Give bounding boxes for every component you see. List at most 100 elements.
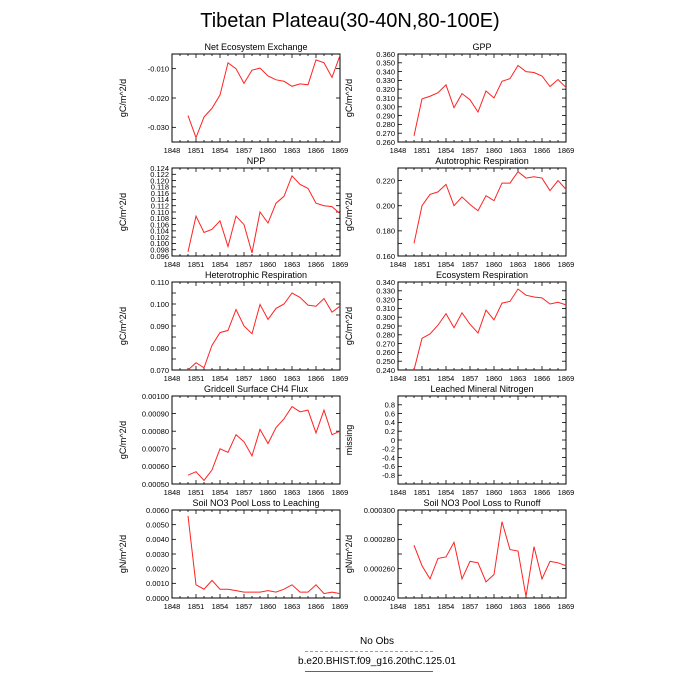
- plot-frame: [397, 509, 567, 599]
- x-tick-label: 1863: [284, 602, 301, 611]
- x-tick-label: 1851: [188, 488, 205, 497]
- x-tick-label: 1869: [558, 374, 575, 383]
- x-tick-label: 1854: [212, 146, 229, 155]
- x-tick-label: 1860: [486, 260, 503, 269]
- series-line: [187, 405, 341, 482]
- x-tick-label: 1866: [308, 602, 325, 611]
- x-tick-label: 1863: [284, 374, 301, 383]
- y-tick-label: 0.300: [376, 313, 395, 322]
- legend-entry-no-obs: No Obs: [0, 636, 700, 656]
- x-tick-label: 1848: [164, 488, 181, 497]
- y-tick-label: 0.0040: [146, 535, 169, 544]
- y-tick-label: 0.260: [376, 138, 395, 147]
- x-tick-label: 1860: [260, 602, 277, 611]
- y-tick-label: 0.290: [376, 322, 395, 331]
- x-tick-label: 1854: [212, 260, 229, 269]
- x-tick-label: 1848: [390, 146, 407, 155]
- x-tick-label: 1866: [308, 488, 325, 497]
- legend-line-solid: [305, 671, 433, 672]
- x-tick-label: 1854: [212, 488, 229, 497]
- y-tick-label: -0.6: [382, 462, 395, 471]
- x-tick-label: 1869: [558, 146, 575, 155]
- x-tick-label: 1851: [188, 374, 205, 383]
- plot-frame: [171, 509, 341, 599]
- x-tick-label: 1848: [164, 260, 181, 269]
- y-tick-label: 0.070: [150, 366, 169, 375]
- chart-panel: Heterotrophic Respiration gC/m^2/d 1848 185…: [118, 270, 348, 383]
- x-tick-label: 1869: [332, 374, 349, 383]
- plot-frame: [171, 281, 341, 371]
- x-tick-label: 1854: [438, 146, 455, 155]
- y-tick-label: 0.110: [151, 278, 169, 287]
- y-tick-label: 0.000260: [364, 564, 395, 573]
- y-tick-label: 0.270: [376, 129, 395, 138]
- y-tick-label: -0.010: [148, 64, 169, 73]
- x-tick-label: 1848: [164, 602, 181, 611]
- y-tick-label: 0.330: [376, 76, 395, 85]
- x-tick-label: 1869: [332, 602, 349, 611]
- y-tick-label: 0.100: [150, 239, 169, 248]
- x-tick-label: 1857: [236, 260, 253, 269]
- x-tick-label: 1854: [438, 260, 455, 269]
- x-tick-label: 1866: [308, 260, 325, 269]
- y-tick-label: 0.340: [376, 67, 395, 76]
- y-tick-label: 0.4: [385, 418, 395, 427]
- x-tick-label: 1848: [164, 374, 181, 383]
- x-tick-label: 1854: [438, 488, 455, 497]
- y-tick-label: 0.0010: [146, 579, 169, 588]
- y-axis-label: gN/m^2/d: [118, 535, 128, 573]
- y-tick-label: 0.000280: [364, 535, 395, 544]
- x-tick-label: 1860: [486, 146, 503, 155]
- x-tick-label: 1866: [534, 374, 551, 383]
- x-tick-label: 1851: [414, 146, 431, 155]
- x-tick-label: 1863: [510, 488, 527, 497]
- y-tick-label: 0.270: [376, 339, 395, 348]
- y-tick-label: 0.00060: [142, 462, 169, 471]
- x-tick-label: 1857: [462, 374, 479, 383]
- chart-panel: NPP gC/m^2/d 1848 1851 1854 1857 1860 1863 1866 1…: [118, 156, 348, 269]
- x-tick-label: 1866: [308, 374, 325, 383]
- y-tick-label: 0.2: [385, 427, 395, 436]
- panel-title: Leached Mineral Nitrogen: [430, 384, 533, 394]
- x-tick-label: 1863: [510, 146, 527, 155]
- plot-frame: [397, 53, 567, 143]
- y-tick-label: 0.320: [376, 295, 395, 304]
- legend-entry-model: b.e20.BHIST.f09_g16.20thC.125.01: [0, 656, 700, 676]
- y-tick-label: -0.2: [382, 445, 395, 454]
- series-line: [413, 288, 567, 371]
- legend-label: b.e20.BHIST.f09_g16.20thC.125.01: [298, 656, 456, 667]
- x-tick-label: 1854: [212, 374, 229, 383]
- y-tick-label: 0.110: [151, 208, 169, 217]
- x-tick-label: 1866: [308, 146, 325, 155]
- y-tick-label: 0.108: [150, 214, 169, 223]
- x-tick-label: 1866: [534, 488, 551, 497]
- series-line: [187, 515, 341, 595]
- y-tick-label: 0.180: [376, 227, 395, 236]
- y-axis-label: gC/m^2/d: [118, 421, 128, 459]
- x-tick-label: 1857: [236, 602, 253, 611]
- x-tick-label: 1869: [332, 260, 349, 269]
- plot-frame: [397, 395, 567, 485]
- chart-panel: Leached Mineral Nitrogen missing 1848 1851 1…: [344, 384, 574, 497]
- chart-panel: Gridcell Surface CH4 Flux gC/m^2/d 1848 185…: [118, 384, 348, 497]
- panel-title: Ecosystem Respiration: [436, 270, 528, 280]
- plot-frame: [171, 395, 341, 485]
- series-line: [187, 292, 341, 371]
- panel-title: Autotrophic Respiration: [435, 156, 529, 166]
- x-tick-label: 1848: [390, 374, 407, 383]
- legend-label: No Obs: [360, 636, 394, 647]
- y-tick-label: 0.290: [376, 111, 395, 120]
- x-tick-label: 1848: [164, 146, 181, 155]
- y-axis-label: gC/m^2/d: [344, 79, 354, 117]
- x-tick-label: 1860: [486, 602, 503, 611]
- y-tick-label: 0.098: [150, 246, 169, 255]
- chart-panel: Autotrophic Respiration gC/m^2/d 1848 1851 1…: [344, 156, 574, 269]
- x-tick-label: 1851: [188, 260, 205, 269]
- x-tick-label: 1869: [558, 602, 575, 611]
- y-axis-label: gC/m^2/d: [118, 193, 128, 231]
- x-tick-label: 1851: [188, 602, 205, 611]
- y-axis-label: gC/m^2/d: [344, 307, 354, 345]
- chart-panel: Ecosystem Respiration gC/m^2/d 1848 1851 185…: [344, 270, 574, 383]
- plot-frame: [171, 53, 341, 143]
- y-tick-label: 0.090: [150, 322, 169, 331]
